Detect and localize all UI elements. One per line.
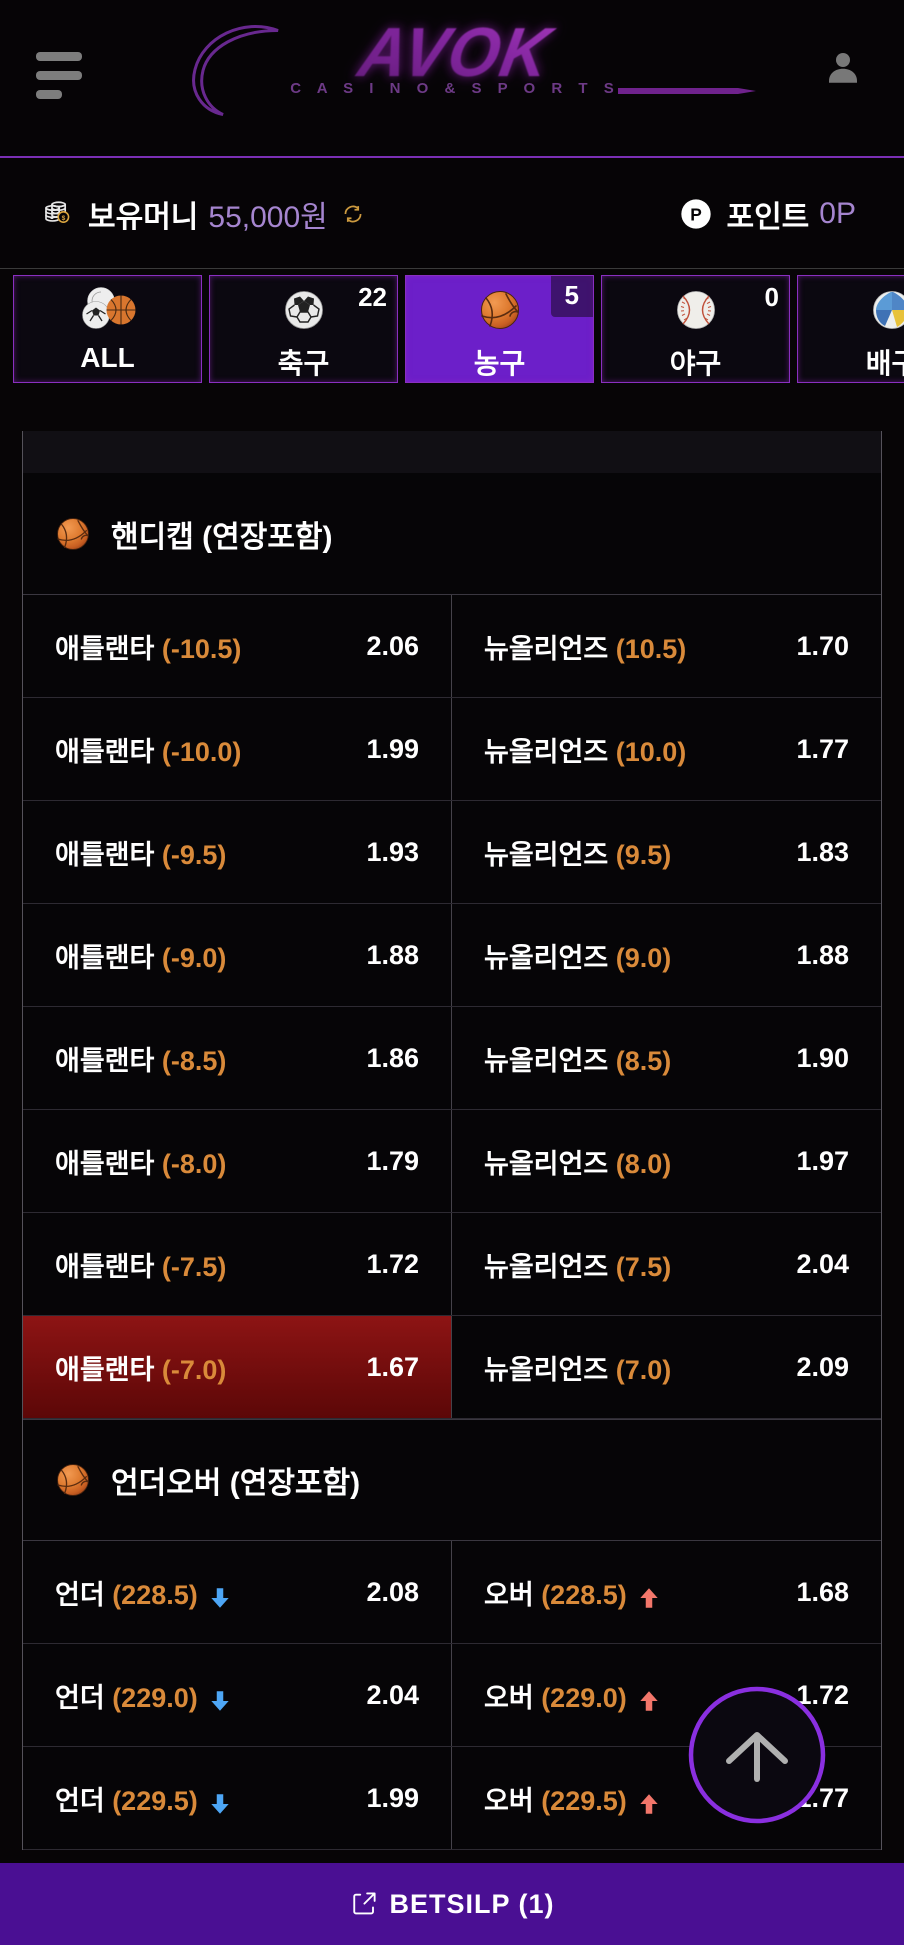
svg-text:$: $	[62, 215, 66, 222]
svg-text:P: P	[691, 205, 703, 225]
